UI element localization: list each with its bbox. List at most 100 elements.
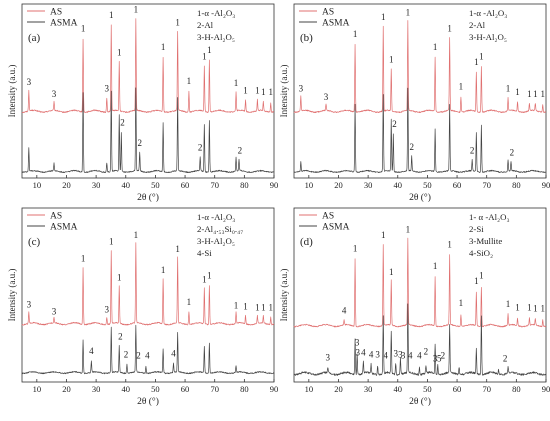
x-tick-label: 60 [453,384,462,394]
legend-entry: AS [50,8,62,18]
x-tick-label: 80 [512,384,521,394]
peak-label: 3 [355,337,360,347]
peak-label: 2 [137,138,142,148]
peak-label: 1 [474,276,479,286]
series-line-asma [293,303,547,376]
peak-label: 1 [389,267,394,277]
x-tick-label: 20 [62,180,71,190]
x-axis-label: 2θ (°) [409,192,431,203]
peak-label: 2 [409,142,414,152]
legend-entry: AS [322,8,334,18]
x-tick-label: 90 [270,180,279,190]
peak-label: 1 [433,261,438,271]
phase-key-entry: 1- α -Al₂O₃ [469,212,510,222]
peak-label: 4 [408,350,413,360]
peak-label: 3 [27,77,32,87]
legend-entry: ASMA [322,223,350,233]
peak-label: 3 [355,348,360,358]
panel-label: (d) [300,236,313,248]
x-tick-label: 80 [240,384,249,394]
x-tick-label: 50 [151,180,160,190]
x-axis-label: 2θ (°) [409,396,431,407]
peak-label: 1 [207,45,212,55]
peak-label: 1 [161,42,166,52]
x-tick-label: 90 [542,180,550,190]
x-tick-label: 30 [364,384,373,394]
peak-label: 1 [406,7,411,17]
peak-label: 1 [515,87,520,97]
peak-label: 1 [187,297,192,307]
peak-label: 4 [342,305,347,315]
peak-label: 1 [447,240,452,250]
phase-key-entry: 2-Si [469,224,484,234]
series-line-asma [21,324,275,375]
peak-label: 1 [207,271,212,281]
phase-key-entry: 2-Al [197,20,214,30]
peak-label: 1 [117,272,122,282]
x-tick-label: 90 [542,384,550,394]
x-tick-label: 80 [240,180,249,190]
x-tick-label: 30 [92,180,101,190]
series-line-asma [21,87,275,174]
x-tick-label: 40 [394,384,403,394]
x-tick-label: 10 [33,384,42,394]
peak-label: 2 [503,353,508,363]
peak-label: 2 [136,350,141,360]
peak-label: 1 [261,87,266,97]
plot-frame [293,207,547,383]
plot-frame [21,207,275,383]
x-tick-label: 20 [62,384,71,394]
phase-key-entry: 4-Si [197,248,212,258]
x-tick-label: 60 [181,180,190,190]
peak-label: 1 [381,12,386,22]
x-tick-label: 70 [210,180,219,190]
series-line-as [293,237,547,328]
peak-label: 1 [527,89,532,99]
x-tick-label: 80 [512,180,521,190]
peak-label: 3 [324,92,329,102]
peak-label: 4 [369,350,374,360]
x-tick-label: 40 [122,384,131,394]
peak-label: 2 [238,146,243,156]
peak-label: 2 [198,143,203,153]
peak-label: 1 [406,224,411,234]
x-tick-label: 70 [482,180,491,190]
peak-label: 1 [479,271,484,281]
peak-label: 1 [255,85,260,95]
peak-label: 1 [533,89,538,99]
peak-label: 3 [52,306,57,316]
peak-label: 3 [52,89,57,99]
peak-label: 1 [109,10,114,20]
peak-label: 2 [470,146,475,156]
peak-label: 4 [383,350,388,360]
peak-label: 1 [506,83,511,93]
series-line-asma [293,87,547,174]
peak-label: 1 [255,303,260,313]
peak-label: 1 [268,303,273,313]
phase-key-entry: 3-H-Al₂O₅ [469,32,507,42]
phase-key-entry: 2-Al [469,20,486,30]
peak-label: 1 [202,274,207,284]
x-tick-label: 40 [122,180,131,190]
peak-label: 1 [459,82,464,92]
peak-label: 1 [268,87,273,97]
peak-label: 4 [171,349,176,359]
legend-entry: ASMA [50,19,78,29]
x-tick-label: 20 [334,384,343,394]
peak-label: 1 [117,48,122,58]
phase-key-entry: 3-Mullite [469,236,502,246]
peak-label: 3 [105,304,110,314]
phase-key-entry: 1-α -Al₂O₃ [197,212,235,222]
peak-label: 3 [27,300,32,310]
x-tick-label: 20 [334,180,343,190]
peak-label: 1 [81,23,86,33]
x-tick-label: 10 [305,180,314,190]
peak-label: 1 [261,303,266,313]
x-axis-label: 2θ (°) [137,192,159,203]
peak-label: 1 [447,23,452,33]
panel-label: (c) [28,236,41,248]
